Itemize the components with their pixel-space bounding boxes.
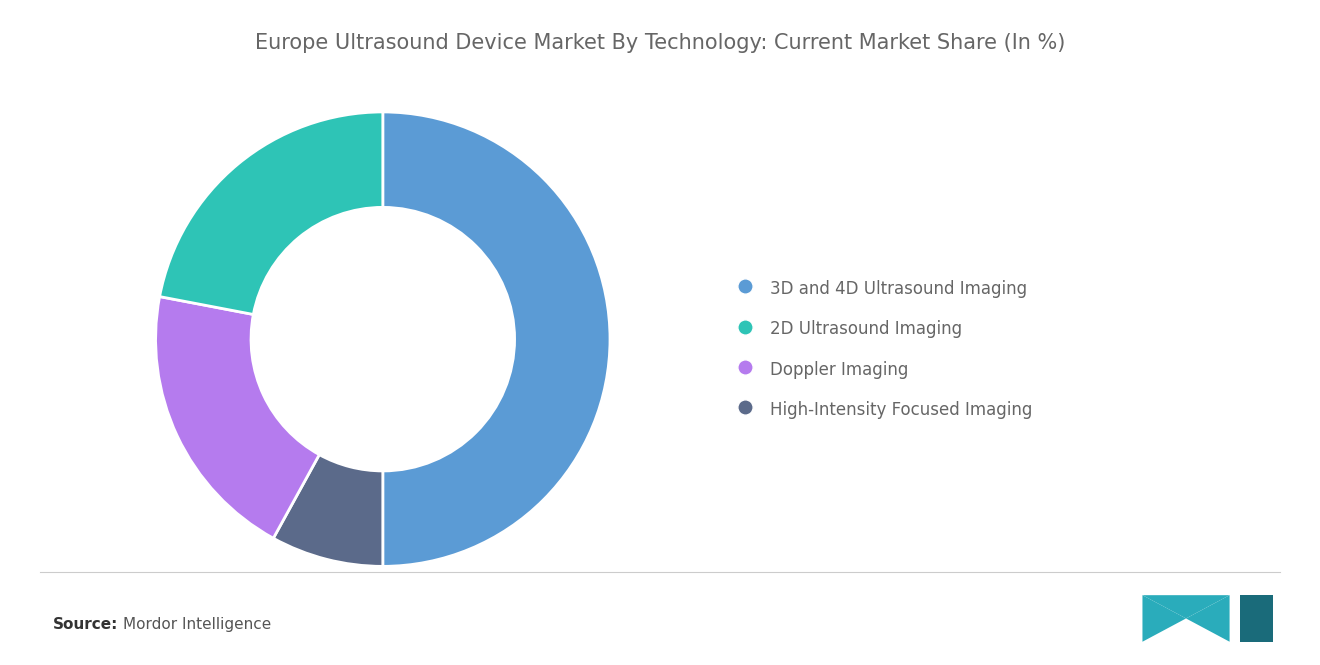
Text: Mordor Intelligence: Mordor Intelligence — [123, 616, 271, 632]
Text: Europe Ultrasound Device Market By Technology: Current Market Share (In %): Europe Ultrasound Device Market By Techn… — [255, 33, 1065, 53]
Legend: 3D and 4D Ultrasound Imaging, 2D Ultrasound Imaging, Doppler Imaging, High-Inten: 3D and 4D Ultrasound Imaging, 2D Ultraso… — [723, 270, 1041, 428]
Wedge shape — [160, 112, 383, 315]
Wedge shape — [383, 112, 610, 567]
Polygon shape — [1143, 595, 1185, 642]
Wedge shape — [156, 297, 319, 538]
Wedge shape — [273, 455, 383, 567]
Polygon shape — [1239, 595, 1272, 642]
Text: Source:: Source: — [53, 616, 119, 632]
Polygon shape — [1185, 595, 1230, 642]
Polygon shape — [1143, 595, 1230, 618]
